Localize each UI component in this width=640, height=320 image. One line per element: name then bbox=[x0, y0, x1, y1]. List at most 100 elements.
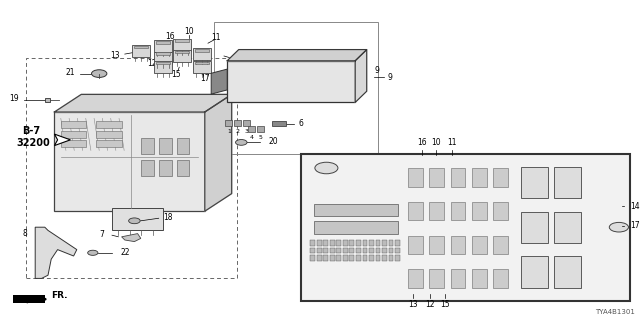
Bar bbox=[310, 248, 316, 253]
Bar bbox=[314, 221, 399, 234]
Bar bbox=[330, 248, 335, 253]
Bar bbox=[317, 248, 322, 253]
Polygon shape bbox=[205, 94, 232, 211]
Text: B-7: B-7 bbox=[22, 126, 40, 136]
Text: 6: 6 bbox=[299, 119, 304, 128]
Bar bbox=[195, 49, 209, 52]
Bar bbox=[451, 168, 465, 187]
Bar bbox=[554, 256, 581, 288]
Bar bbox=[193, 48, 211, 60]
Bar bbox=[349, 240, 355, 246]
Bar bbox=[493, 269, 508, 288]
Bar bbox=[26, 58, 237, 278]
Bar bbox=[521, 212, 548, 243]
Bar bbox=[472, 202, 487, 220]
Bar bbox=[388, 255, 394, 261]
Text: 10: 10 bbox=[184, 28, 195, 36]
Bar bbox=[96, 140, 122, 147]
Bar bbox=[195, 62, 209, 64]
Bar bbox=[112, 208, 163, 230]
Text: 32200: 32200 bbox=[16, 138, 50, 148]
Text: TYA4B1301: TYA4B1301 bbox=[595, 309, 635, 315]
Bar bbox=[493, 202, 508, 220]
Bar bbox=[388, 240, 394, 246]
Bar bbox=[317, 255, 322, 261]
Bar bbox=[177, 138, 189, 154]
Bar bbox=[493, 236, 508, 254]
Bar bbox=[177, 160, 189, 176]
Bar bbox=[451, 269, 465, 288]
Bar bbox=[382, 240, 387, 246]
Bar bbox=[429, 236, 444, 254]
Bar bbox=[156, 52, 170, 55]
Bar bbox=[376, 240, 380, 246]
Bar bbox=[330, 240, 335, 246]
Text: 13: 13 bbox=[111, 51, 120, 60]
Bar bbox=[521, 256, 548, 288]
Bar bbox=[451, 202, 465, 220]
Bar bbox=[154, 52, 172, 64]
Bar bbox=[395, 255, 400, 261]
Bar bbox=[493, 168, 508, 187]
Text: 18: 18 bbox=[163, 213, 173, 222]
Polygon shape bbox=[122, 234, 141, 242]
Bar bbox=[314, 204, 399, 216]
Text: 17: 17 bbox=[630, 221, 640, 230]
Text: 3: 3 bbox=[244, 129, 249, 134]
Bar bbox=[395, 240, 400, 246]
Bar bbox=[395, 248, 400, 253]
Polygon shape bbox=[13, 295, 45, 303]
Text: 14: 14 bbox=[236, 55, 245, 64]
Bar bbox=[317, 240, 322, 246]
Bar bbox=[134, 46, 148, 48]
Bar bbox=[362, 248, 367, 253]
Bar bbox=[369, 240, 374, 246]
Text: 7: 7 bbox=[99, 230, 104, 239]
Text: 8: 8 bbox=[22, 229, 27, 238]
Bar bbox=[356, 255, 361, 261]
Bar bbox=[243, 120, 250, 126]
Bar bbox=[54, 112, 205, 211]
Text: 4: 4 bbox=[250, 135, 254, 140]
Bar bbox=[408, 168, 423, 187]
Text: 16: 16 bbox=[417, 138, 428, 147]
Bar bbox=[132, 45, 150, 57]
Bar bbox=[376, 248, 380, 253]
Bar bbox=[96, 131, 122, 138]
Circle shape bbox=[88, 250, 98, 255]
Text: 20: 20 bbox=[269, 137, 278, 146]
Bar bbox=[429, 168, 444, 187]
Bar bbox=[472, 236, 487, 254]
Bar bbox=[193, 61, 211, 73]
Bar bbox=[408, 202, 423, 220]
Text: 12: 12 bbox=[148, 60, 157, 68]
Bar bbox=[451, 236, 465, 254]
Bar bbox=[349, 248, 355, 253]
Bar bbox=[214, 22, 378, 154]
Bar bbox=[45, 98, 50, 102]
Bar bbox=[369, 248, 374, 253]
Bar bbox=[337, 240, 341, 246]
Text: 21: 21 bbox=[66, 68, 75, 77]
Circle shape bbox=[236, 140, 247, 145]
Text: 9: 9 bbox=[374, 66, 380, 75]
Bar bbox=[323, 255, 328, 261]
Text: 11: 11 bbox=[447, 138, 456, 147]
Bar bbox=[248, 126, 255, 132]
Bar bbox=[356, 240, 361, 246]
Bar bbox=[61, 131, 86, 138]
Circle shape bbox=[609, 222, 628, 232]
Text: 13: 13 bbox=[408, 300, 418, 309]
Text: 17: 17 bbox=[200, 74, 210, 83]
Text: 1: 1 bbox=[227, 129, 231, 134]
Bar bbox=[429, 202, 444, 220]
Bar bbox=[472, 168, 487, 187]
Bar bbox=[554, 212, 581, 243]
Text: 14: 14 bbox=[630, 202, 640, 211]
Bar bbox=[154, 61, 172, 73]
Text: 9: 9 bbox=[387, 73, 392, 82]
Text: 2: 2 bbox=[236, 129, 240, 134]
Bar bbox=[323, 248, 328, 253]
Bar bbox=[310, 240, 316, 246]
Circle shape bbox=[92, 70, 107, 77]
